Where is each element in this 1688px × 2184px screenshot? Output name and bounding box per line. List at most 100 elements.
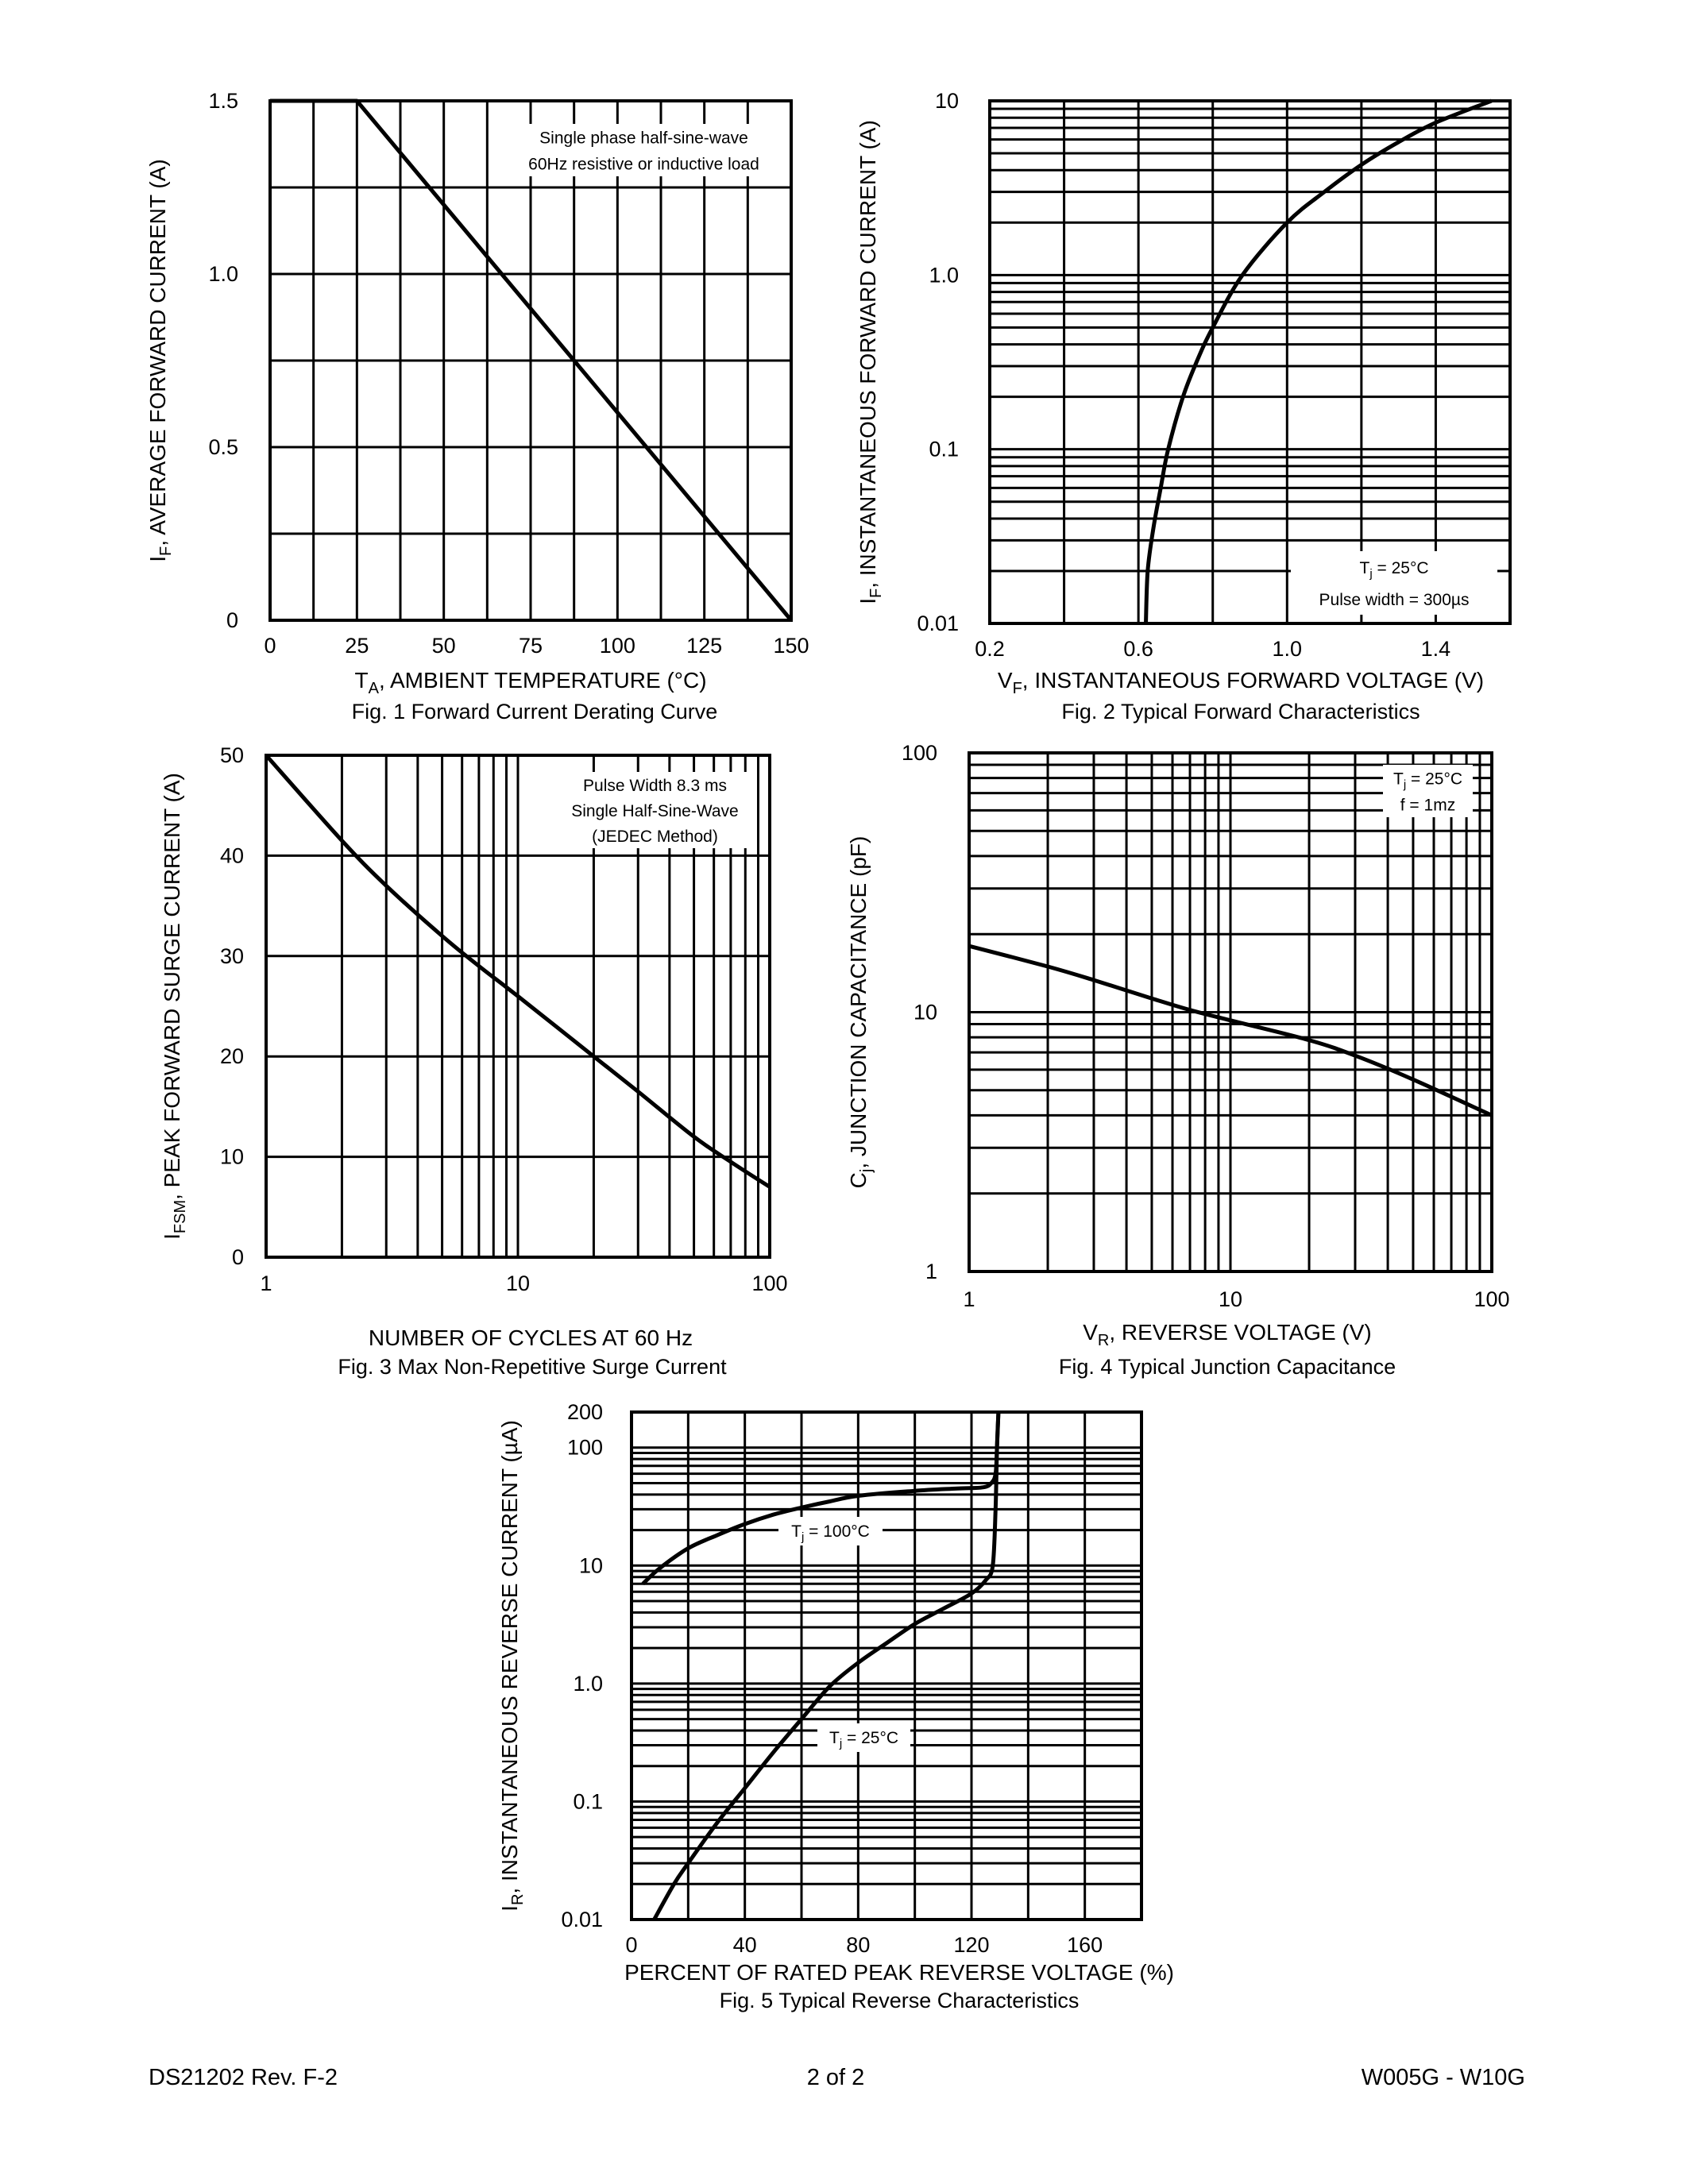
text-part: C	[846, 1172, 871, 1188]
figure-caption: Fig. 3 Max Non-Repetitive Surge Current	[338, 1355, 727, 1379]
grid	[630, 1410, 1143, 1921]
x-tick-label: 1.0	[1273, 637, 1303, 661]
series-line-1	[641, 1411, 1001, 1586]
x-tick-label: 0.6	[1123, 637, 1153, 661]
y-tick-label: 0.1	[573, 1789, 603, 1813]
y-axis-title: Cj, JUNCTION CAPACITANCE (pF)	[846, 836, 875, 1189]
series-line-1	[270, 98, 793, 622]
series-label: Tj = 100°C	[791, 1522, 870, 1544]
footer-part-number: W005G - W10G	[1361, 2065, 1525, 2090]
subscript: R	[1098, 1332, 1109, 1349]
y-tick-label: 40	[220, 843, 244, 867]
series-line-1	[968, 943, 1493, 1117]
y-tick-label: 1.0	[929, 263, 959, 287]
text-part: = 25°C	[1373, 559, 1429, 577]
grid	[988, 99, 1512, 625]
annotation-line: Tj = 25°C	[1359, 559, 1428, 581]
annotation-box	[1383, 765, 1473, 817]
y-tick-label: 0.01	[561, 1908, 603, 1931]
figure-2: Tj = 25°C Pulse width = 300µs 0.2 0.6 1.0 1.4…	[856, 89, 1512, 723]
y-tick-label: 0.5	[208, 435, 238, 459]
x-axis-title: PERCENT OF RATED PEAK REVERSE VOLTAGE (%…	[624, 1960, 1174, 1985]
series-label-box	[817, 1723, 910, 1752]
y-tick-label: 10	[935, 89, 959, 113]
figure-caption: Fig. 2 Typical Forward Characteristics	[1061, 700, 1420, 723]
annotation-line: (JEDEC Method)	[592, 828, 718, 846]
y-tick-label: 30	[220, 944, 244, 968]
subscript: j	[858, 1169, 875, 1173]
text-part: Single Half-Sine-Wave	[571, 802, 738, 820]
subscript: j	[1403, 778, 1406, 792]
x-tick-label: 0	[264, 634, 276, 658]
x-tick-label: 160	[1067, 1933, 1103, 1957]
y-tick-label: 1.5	[208, 89, 238, 113]
text-part: PERCENT OF RATED PEAK REVERSE VOLTAGE (%…	[624, 1960, 1174, 1985]
subscript: F	[867, 588, 885, 598]
x-tick-label: 0.2	[975, 637, 1005, 661]
y-tick-label: 100	[902, 741, 937, 765]
annotation-line: Pulse width = 300µs	[1319, 591, 1470, 609]
y-tick-label: 100	[567, 1436, 603, 1460]
y-tick-label: 0.01	[917, 612, 959, 635]
text-part: 60Hz resistive or inductive load	[528, 156, 759, 174]
annotation-line: Pulse Width 8.3 ms	[583, 777, 727, 795]
text-part: Pulse Width 8.3 ms	[583, 777, 727, 795]
text-part: I	[145, 556, 170, 562]
subscript: j	[1369, 567, 1372, 581]
text-part: NUMBER OF CYCLES AT 60 Hz	[369, 1325, 693, 1350]
y-tick-label: 1.0	[573, 1672, 603, 1696]
y-tick-label: 10	[220, 1145, 244, 1169]
annotation-line: Single Half-Sine-Wave	[571, 802, 738, 820]
annotation-line: Tj = 25°C	[1393, 770, 1462, 792]
plot-frame	[265, 754, 771, 1259]
subscript: j	[801, 1530, 804, 1544]
text-part: = 25°C	[1406, 770, 1462, 789]
text-part: , AVERAGE FORWARD CURRENT (A)	[145, 159, 170, 546]
text-part: I	[160, 1233, 184, 1240]
y-tick-label: 0.1	[929, 438, 959, 461]
y-axis-title: IFSM, PEAK FORWARD SURGE CURRENT (A)	[160, 773, 189, 1240]
x-tick-label: 80	[846, 1933, 870, 1957]
grid	[968, 751, 1493, 1273]
text-part: V	[1083, 1320, 1098, 1345]
y-axis-title: IF, INSTANTANEOUS FORWARD CURRENT (A)	[856, 120, 885, 604]
series-label-box	[778, 1517, 883, 1545]
series-label: Tj = 25°C	[829, 1729, 898, 1750]
text-part: I	[856, 598, 880, 604]
figure-5: Tj = 100°CTj = 25°C0 40 80 120 1600.010.11.0…	[497, 1400, 1174, 2012]
text-part: T	[829, 1729, 840, 1747]
text-part: f = 1mz	[1400, 797, 1455, 815]
x-tick-label: 1.4	[1421, 637, 1451, 661]
text-part: , INSTANTANEOUS REVERSE CURRENT (µA)	[497, 1420, 522, 1893]
x-axis-title: TA, AMBIENT TEMPERATURE (°C)	[354, 668, 706, 697]
x-tick-label: 1	[963, 1287, 975, 1311]
plot-frame	[630, 1410, 1143, 1921]
text-part: Pulse width = 300µs	[1319, 591, 1470, 609]
series-line-1	[1144, 98, 1493, 624]
subscript: F	[157, 546, 175, 556]
text-part: , INSTANTANEOUS FORWARD VOLTAGE (V)	[1022, 668, 1484, 693]
plot-frame	[988, 99, 1512, 625]
text-part: = 100°C	[804, 1522, 870, 1541]
y-axis-title: IF, AVERAGE FORWARD CURRENT (A)	[145, 159, 175, 561]
x-tick-label: 125	[686, 634, 722, 658]
text-part: Single phase half-sine-wave	[539, 129, 748, 148]
text-part: T	[354, 668, 368, 693]
y-tick-label: 10	[914, 1001, 937, 1024]
subscript: R	[509, 1894, 527, 1905]
y-tick-label: 50	[220, 743, 244, 767]
footer-doc-number: DS21202 Rev. F-2	[149, 2065, 338, 2090]
x-tick-label: 100	[600, 634, 635, 658]
x-tick-label: 10	[1219, 1287, 1242, 1311]
figure-1: Single phase half-sine-wave 60Hz resistiv…	[145, 89, 809, 723]
text-part: , INSTANTANEOUS FORWARD CURRENT (A)	[856, 120, 880, 588]
x-tick-label: 25	[345, 634, 369, 658]
text-part: , AMBIENT TEMPERATURE (°C)	[379, 668, 707, 693]
x-tick-label: 100	[1474, 1287, 1509, 1311]
y-axis-title: IR, INSTANTANEOUS REVERSE CURRENT (µA)	[497, 1420, 527, 1912]
figure-caption: Fig. 5 Typical Reverse Characteristics	[720, 1989, 1080, 2012]
x-axis-title: VF, INSTANTANEOUS FORWARD VOLTAGE (V)	[998, 668, 1484, 697]
y-tick-label: 20	[220, 1044, 244, 1068]
x-tick-label: 10	[506, 1271, 530, 1295]
